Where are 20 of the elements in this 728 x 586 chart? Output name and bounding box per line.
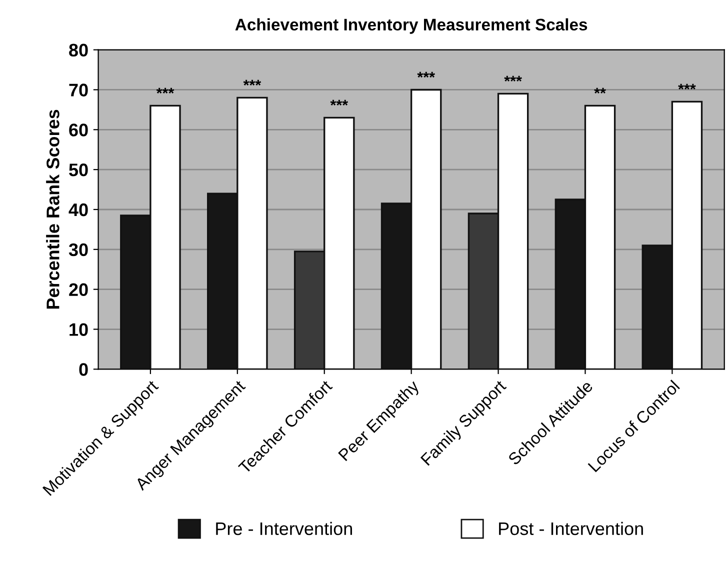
y-tick-label: 50	[69, 164, 88, 176]
y-tick-label: 70	[69, 84, 88, 96]
annotation: **	[594, 88, 606, 94]
y-tick-label: 80	[69, 44, 88, 57]
annotation: ***	[417, 72, 436, 78]
annotation: ***	[504, 76, 522, 82]
chart-title: Achievement Inventory Measurement Scales	[235, 18, 588, 34]
annotation: ***	[243, 80, 262, 86]
y-tick-label: 20	[69, 283, 88, 296]
y-tick-label: 60	[69, 124, 88, 136]
y-tick-label: 10	[70, 323, 88, 336]
y-tick-label: 0	[79, 363, 88, 376]
annotation: ***	[330, 100, 348, 106]
annotation: ***	[678, 84, 696, 90]
y-tick-label: 40	[68, 203, 88, 216]
annotation: ***	[156, 88, 174, 94]
y-axis-title: Percentile Rank Scores	[46, 110, 60, 309]
y-tick-label: 30	[68, 243, 88, 256]
legend-label: Post - Intervention	[499, 522, 643, 536]
legend-label: Pre - Intervention	[216, 522, 352, 536]
